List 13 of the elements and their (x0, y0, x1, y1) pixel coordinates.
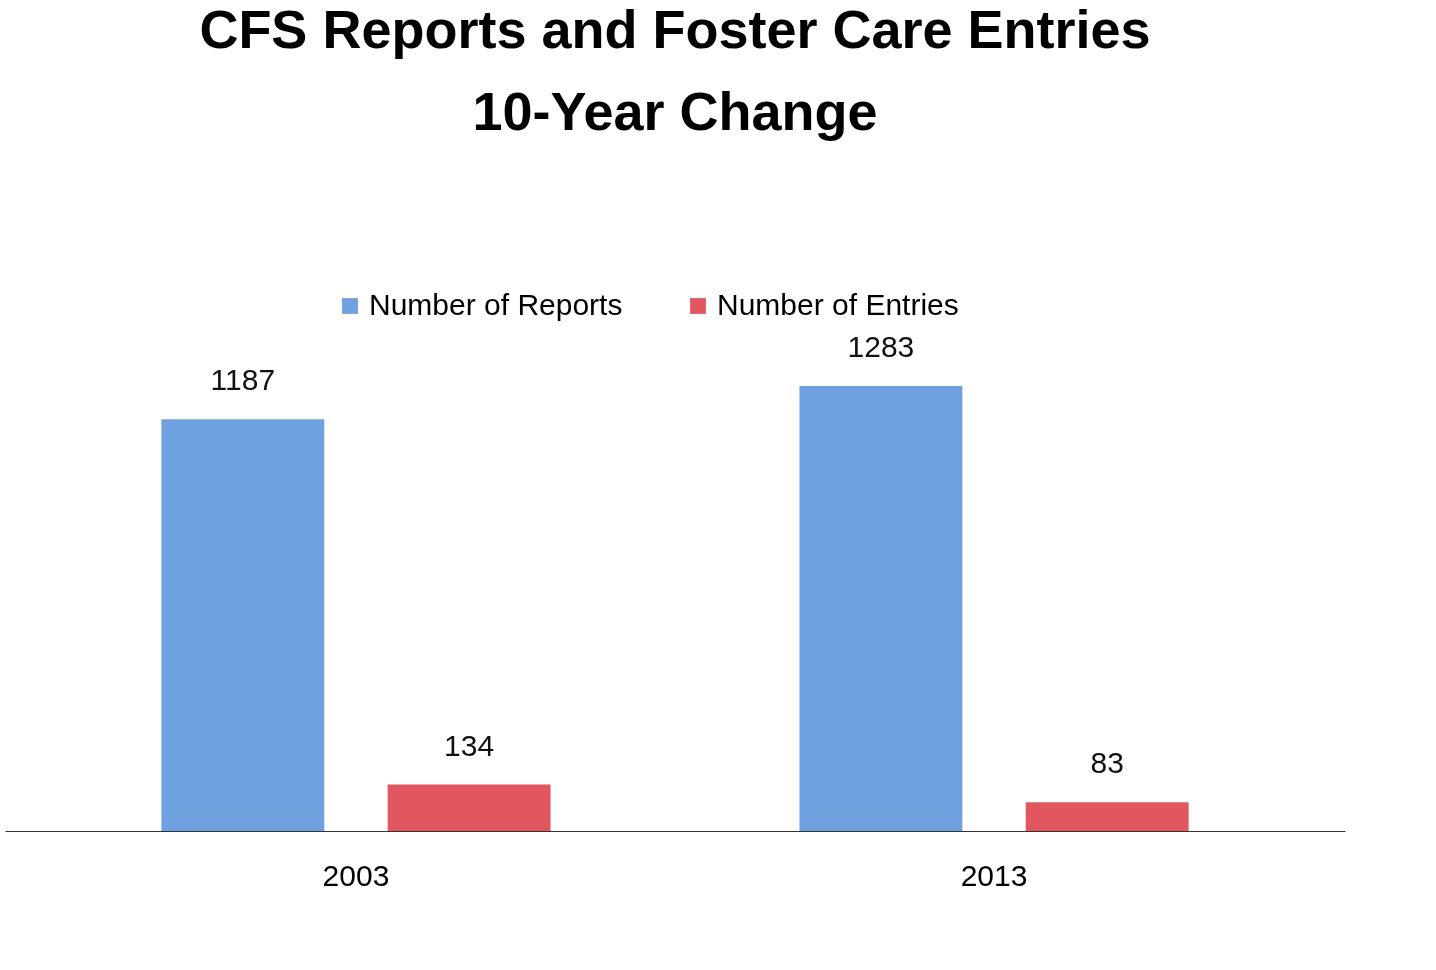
data-label: 1187 (210, 363, 276, 397)
legend-label: Number of Entries (717, 288, 959, 321)
data-label: 134 (444, 728, 495, 762)
data-label: 83 (1090, 746, 1124, 780)
legend-label: Number of Reports (369, 288, 623, 321)
chart-title: CFS Reports and Foster Care Entries 10-Year Change (199, 0, 1151, 141)
bar (161, 419, 325, 831)
bar (799, 386, 963, 831)
x-tick-label: 2003 (322, 858, 390, 892)
x-tick-label: 2013 (960, 858, 1028, 892)
bar (1025, 802, 1189, 831)
bar (387, 784, 551, 831)
data-label: 1283 (847, 330, 915, 363)
